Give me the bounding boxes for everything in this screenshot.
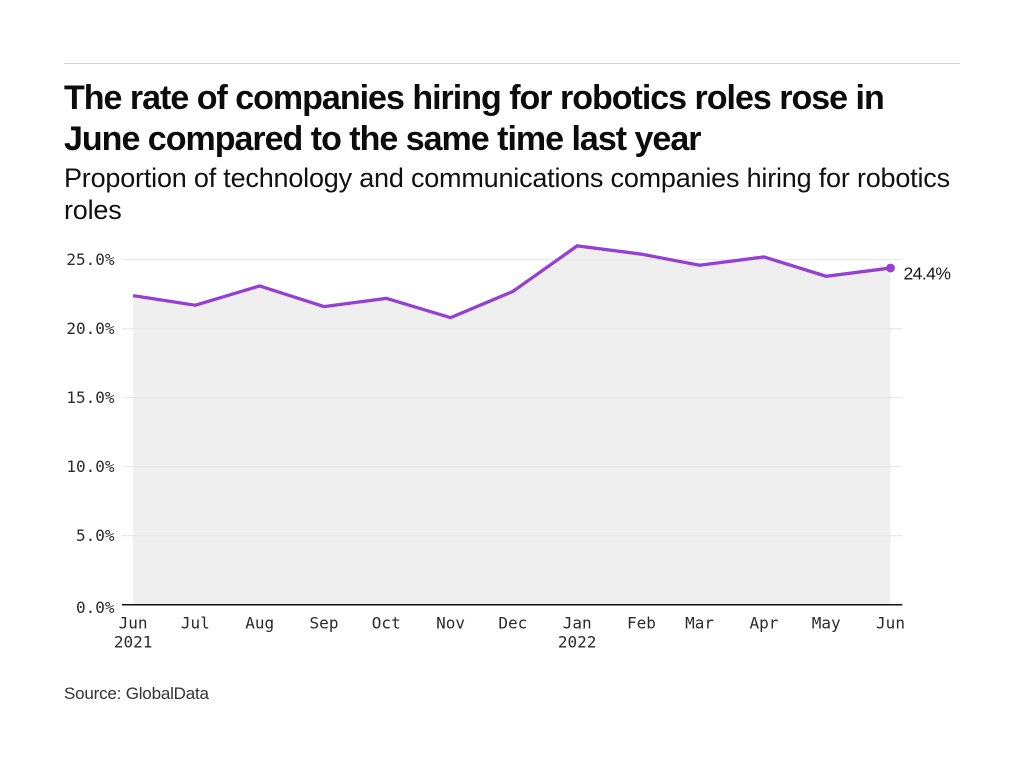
- y-tick-label: 20.0%: [66, 319, 115, 338]
- x-tick-label: Oct: [372, 614, 401, 633]
- x-tick-label: Dec: [498, 614, 527, 633]
- x-tick-label: Apr: [749, 614, 778, 633]
- x-tick-label: Jan: [563, 614, 592, 633]
- x-tick-label: May: [812, 614, 841, 633]
- x-tick-label: Nov: [436, 614, 465, 633]
- end-point-marker: [886, 263, 895, 273]
- y-tick-label: 15.0%: [66, 388, 115, 407]
- x-tick-label: Mar: [685, 614, 714, 633]
- x-tick-label: Jun: [876, 614, 905, 633]
- x-tick-label: Jul: [181, 614, 210, 633]
- x-tick-year-label: 2022: [558, 633, 597, 652]
- top-rule: [64, 63, 960, 65]
- chart-title: The rate of companies hiring for robotic…: [64, 78, 964, 160]
- x-tick-label: Sep: [310, 614, 339, 633]
- y-tick-label: 0.0%: [76, 598, 115, 617]
- chart-title-line-1: The rate of companies hiring for robotic…: [64, 79, 885, 117]
- y-tick-label: 10.0%: [66, 457, 115, 476]
- chart-subtitle-line-2: roles: [64, 194, 122, 225]
- y-tick-label: 5.0%: [76, 526, 115, 545]
- area-fill: [133, 245, 891, 605]
- y-tick-label: 25.0%: [66, 250, 115, 269]
- data-line: [132, 244, 891, 320]
- chart-subtitle: Proportion of technology and communicati…: [64, 163, 984, 226]
- source-note: Source: GlobalData: [64, 684, 209, 703]
- end-value-label: 24.4%: [904, 263, 951, 283]
- chart-title-line-2: June compared to the same time last year: [64, 119, 701, 158]
- chart-subtitle-line-1: Proportion of technology and communicati…: [64, 163, 950, 193]
- x-tick-label: Jun: [119, 614, 148, 633]
- x-tick-year-label: 2021: [114, 633, 153, 652]
- x-tick-label: Aug: [245, 614, 274, 633]
- x-tick-label: Feb: [627, 614, 656, 633]
